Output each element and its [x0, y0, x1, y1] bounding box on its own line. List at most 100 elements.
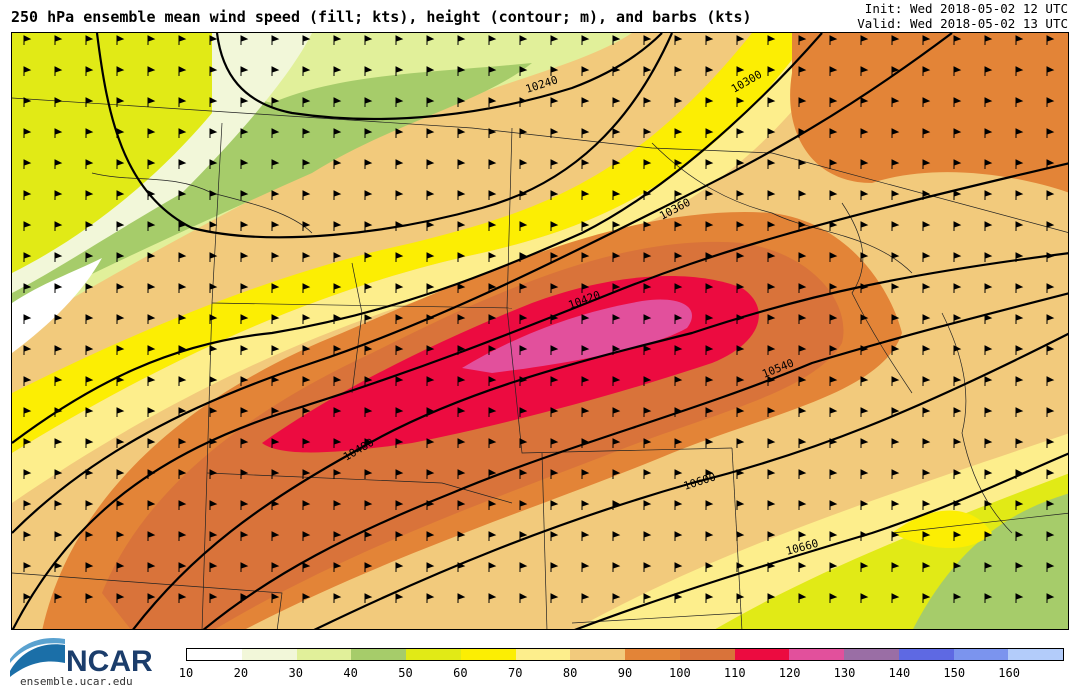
wind-barb: [178, 562, 187, 572]
wind-barb: [891, 221, 900, 231]
wind-barb: [643, 221, 652, 231]
wind-barb: [426, 469, 435, 479]
wind-barb: [674, 314, 683, 324]
wind-barb: [860, 376, 869, 386]
wind-barb: [364, 469, 373, 479]
wind-barb: [302, 159, 311, 169]
wind-barb: [333, 469, 342, 479]
wind-barb: [457, 593, 466, 603]
wind-barb: [860, 438, 869, 448]
wind-barb: [767, 128, 776, 138]
wind-barb: [891, 500, 900, 510]
wind-barb: [1015, 593, 1024, 603]
wind-barb: [705, 314, 714, 324]
wind-barb: [147, 376, 156, 386]
wind-barb: [953, 376, 962, 386]
wind-barb: [457, 252, 466, 262]
wind-barb: [550, 97, 559, 107]
wind-barb: [922, 345, 931, 355]
wind-barb: [860, 531, 869, 541]
wind-barb: [395, 159, 404, 169]
wind-barb: [364, 221, 373, 231]
wind-barb: [984, 500, 993, 510]
wind-barb: [953, 190, 962, 200]
wind-barb: [116, 593, 125, 603]
wind-barb: [891, 283, 900, 293]
wind-barb: [302, 128, 311, 138]
wind-barb: [767, 345, 776, 355]
wind-barb: [333, 562, 342, 572]
wind-barb: [984, 314, 993, 324]
wind-barb: [271, 531, 280, 541]
wind-barb: [302, 345, 311, 355]
wind-barb: [643, 345, 652, 355]
wind-barb: [891, 128, 900, 138]
wind-barb: [209, 438, 218, 448]
wind-barb: [426, 35, 435, 45]
wind-barb: [426, 128, 435, 138]
wind-barb: [364, 438, 373, 448]
colorbar-tick-labels: 10 20 30 40 50 60 70 80 90 100 110 120 130 140 150 160: [0, 666, 1080, 682]
wind-barb: [333, 252, 342, 262]
wind-barb: [271, 97, 280, 107]
wind-barb: [457, 221, 466, 231]
wind-barb: [984, 376, 993, 386]
wind-barb: [116, 128, 125, 138]
wind-barb: [54, 438, 63, 448]
wind-barb: [891, 252, 900, 262]
wind-barb: [147, 128, 156, 138]
wind-barb: [147, 252, 156, 262]
wind-barb: [581, 438, 590, 448]
wind-barb: [798, 97, 807, 107]
wind-barb: [426, 159, 435, 169]
wind-barb: [364, 345, 373, 355]
wind-barb: [860, 190, 869, 200]
wind-barb: [674, 500, 683, 510]
wind-barb: [798, 66, 807, 76]
wind-barb: [23, 376, 32, 386]
wind-barb: [891, 593, 900, 603]
wind-barb: [54, 314, 63, 324]
wind-barb: [550, 66, 559, 76]
wind-barb: [891, 35, 900, 45]
wind-barb: [85, 500, 94, 510]
wind-barb: [23, 345, 32, 355]
wind-barb: [829, 469, 838, 479]
wind-barb: [705, 35, 714, 45]
wind-barb: [1015, 438, 1024, 448]
wind-barb: [550, 283, 559, 293]
wind-barb: [1015, 345, 1024, 355]
wind-barb: [922, 438, 931, 448]
wind-barb: [829, 345, 838, 355]
wind-barb: [1046, 376, 1055, 386]
wind-barb: [364, 314, 373, 324]
wind-barb: [23, 407, 32, 417]
wind-barb: [147, 407, 156, 417]
wind-barb: [829, 97, 838, 107]
wind-barb: [891, 438, 900, 448]
contour-10600: [313, 332, 1068, 629]
wind-barb: [984, 128, 993, 138]
wind-barb: [85, 407, 94, 417]
wind-barb: [364, 500, 373, 510]
wind-barb: [85, 35, 94, 45]
contour-10420: [12, 162, 1068, 629]
wind-barb: [674, 593, 683, 603]
wind-barb: [581, 500, 590, 510]
wind-barb: [860, 469, 869, 479]
wind-barb: [178, 190, 187, 200]
wind-barb: [488, 159, 497, 169]
colorbar-tick: 70: [508, 666, 523, 680]
wind-barb: [240, 562, 249, 572]
wind-barb: [643, 531, 652, 541]
wind-barb: [54, 128, 63, 138]
fill-120-130: [462, 299, 692, 373]
wind-barb: [85, 66, 94, 76]
wind-barb: [767, 66, 776, 76]
wind-barb: [891, 531, 900, 541]
wind-barb: [891, 159, 900, 169]
wind-barb: [736, 593, 745, 603]
wind-barb: [426, 438, 435, 448]
wind-barb: [736, 314, 745, 324]
wind-barb: [302, 438, 311, 448]
